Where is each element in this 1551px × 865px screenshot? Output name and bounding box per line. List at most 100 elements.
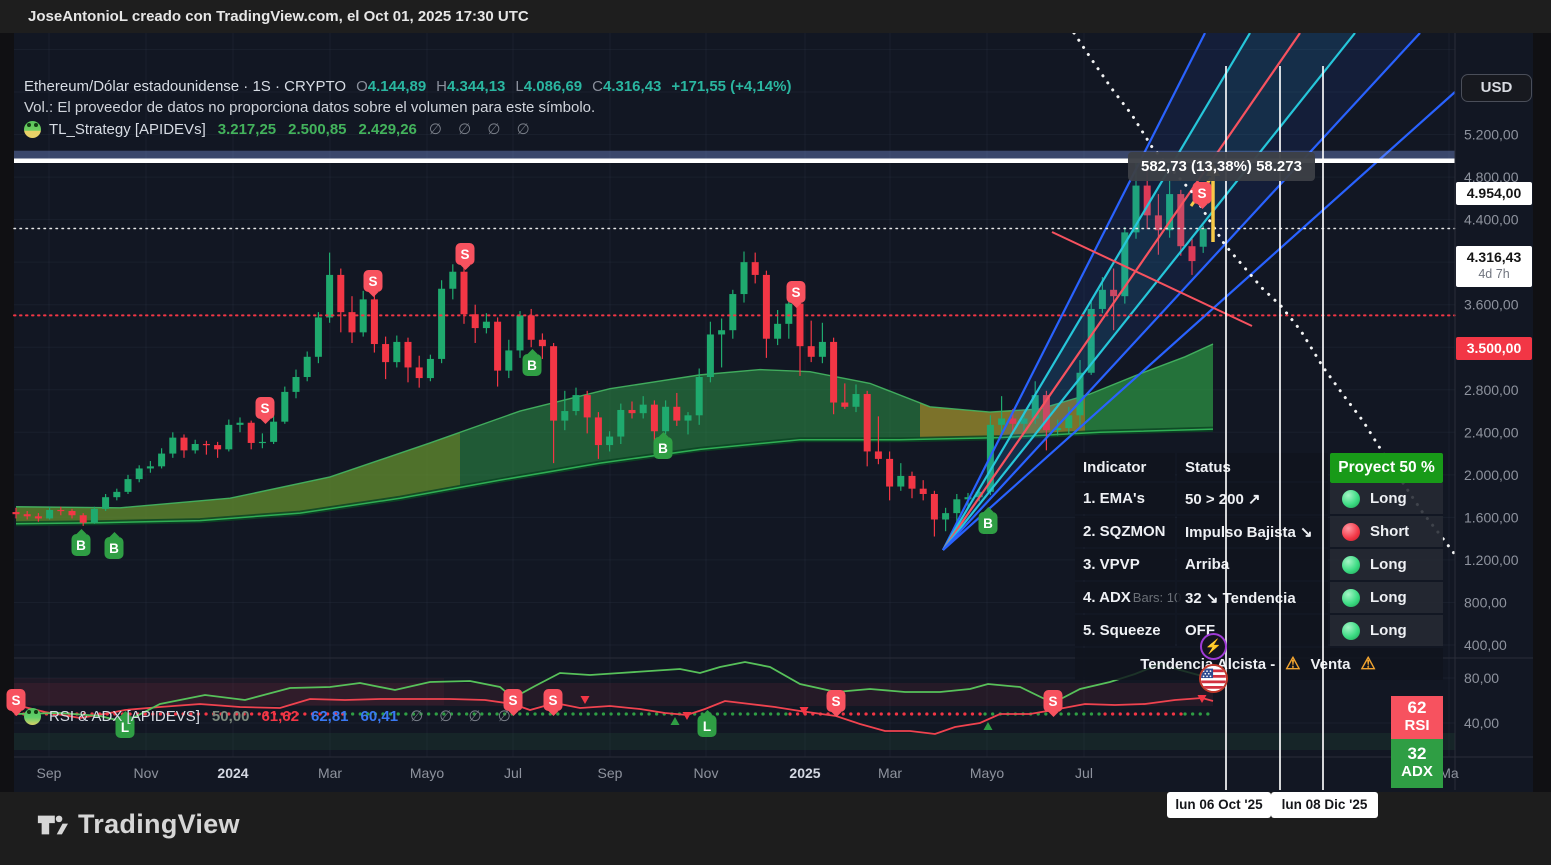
table-row-signal: Long — [1330, 582, 1443, 613]
symbol-title[interactable]: Ethereum/Dólar estadounidense · 1S · CRY… — [24, 78, 347, 95]
event-vline-nov[interactable] — [1279, 66, 1281, 790]
signal-marker-b: B — [522, 354, 542, 376]
attribution-text: JoseAntonioL creado con TradingView.com,… — [28, 8, 529, 25]
proyect-50-button[interactable]: Proyect 50 % — [1330, 453, 1443, 483]
rsi-indicator-name[interactable]: RSI & ADX [APIDEVS] — [49, 707, 200, 725]
table-row-status: 50 > 200 ↗ — [1177, 483, 1328, 514]
signal-marker-s: S — [786, 281, 806, 303]
svg-text:2025: 2025 — [789, 765, 820, 781]
table-row-signal: Long — [1330, 483, 1443, 514]
warning-icon: ⚠ — [1285, 654, 1301, 673]
svg-text:Nov: Nov — [694, 765, 719, 781]
rsi-value-4: 60,41 — [360, 707, 399, 725]
svg-text:Sep: Sep — [37, 765, 62, 781]
signal-marker-s: S — [455, 243, 475, 265]
frog-icon — [24, 707, 41, 725]
open-label: O — [356, 78, 368, 95]
rsi-signal-marker-l: L — [697, 715, 717, 737]
close-label: C — [592, 78, 603, 95]
svg-text:Jul: Jul — [504, 765, 522, 781]
adx-value-box: 32 ADX — [1391, 739, 1443, 788]
rsi-signal-marker-s: S — [543, 689, 563, 711]
svg-text:Nov: Nov — [134, 765, 159, 781]
signal-marker-s: S — [363, 270, 383, 292]
us-flag-graphic — [1201, 666, 1226, 691]
us-flag-icon[interactable] — [1199, 664, 1228, 693]
change-value: +171,55 (+4,14%) — [671, 78, 792, 95]
table-row-name: 1. EMA's — [1075, 483, 1175, 514]
svg-text:800,00: 800,00 — [1464, 594, 1507, 610]
table-row-signal: Short — [1330, 516, 1443, 547]
signal-marker-b: B — [104, 537, 124, 559]
current-price-label[interactable]: 4.316,43 4d 7h — [1456, 246, 1532, 287]
lightning-icon[interactable]: ⚡ — [1200, 633, 1227, 660]
signal-marker-s: S — [255, 397, 275, 419]
rsi-signal-marker-l: L — [115, 716, 135, 738]
signal-marker-b: B — [71, 534, 91, 556]
high-value: 4.344,13 — [447, 78, 506, 95]
svg-text:4.800,00: 4.800,00 — [1464, 169, 1519, 185]
table-footer: Tendencia Alcista - ⚠ Venta ⚠ — [1075, 648, 1443, 680]
strategy-value-3: 2.429,26 — [358, 120, 417, 138]
projection-tooltip: 582,73 (13,38%) 58.273 — [1128, 152, 1315, 181]
volume-note: Vol.: El proveedor de datos no proporcio… — [24, 99, 595, 116]
low-value: 4.086,69 — [523, 78, 583, 95]
close-value: 4.316,43 — [602, 78, 662, 95]
svg-text:4.400,00: 4.400,00 — [1464, 212, 1519, 228]
rsi-legend[interactable]: RSI & ADX [APIDEVS] 50,00 61,62 62,81 60… — [24, 707, 517, 725]
svg-text:Jul: Jul — [1075, 765, 1093, 781]
strategy-null-values: ∅ ∅ ∅ ∅ — [428, 121, 536, 138]
symbol-legend[interactable]: Ethereum/Dólar estadounidense · 1S · CRY… — [24, 78, 791, 95]
svg-text:2.800,00: 2.800,00 — [1464, 382, 1519, 398]
chart-window[interactable]: 5.600,005.200,004.800,004.400,004.000,00… — [0, 33, 1551, 818]
status-dot — [1342, 588, 1360, 607]
low-label: L — [515, 78, 524, 95]
table-row-name: 5. Squeeze — [1075, 615, 1175, 646]
strategy-value-1: 3.217,25 — [217, 120, 277, 138]
svg-text:1.600,00: 1.600,00 — [1464, 509, 1519, 525]
table-row-signal: Long — [1330, 549, 1443, 580]
svg-text:Mayo: Mayo — [970, 765, 1004, 781]
venta-label: Venta — [1310, 655, 1351, 673]
table-row-status: 32 ↘ Tendencia — [1177, 582, 1328, 613]
strategy-name[interactable]: TL_Strategy [APIDEVs] — [49, 120, 206, 138]
tradingview-brand[interactable]: TradingView — [36, 809, 240, 840]
strategy-legend[interactable]: TL_Strategy [APIDEVs] 3.217,25 2.500,85 … — [24, 120, 536, 138]
table-row-status: Arriba — [1177, 549, 1328, 580]
adx-box-label: ADX — [1401, 763, 1433, 780]
table-row-name: 3. VPVP — [1075, 549, 1175, 580]
adx-box-value: 32 — [1407, 744, 1427, 763]
status-dot — [1342, 522, 1360, 541]
table-row-status: Impulso Bajista ↘ — [1177, 516, 1328, 547]
event-vline-dec[interactable] — [1322, 66, 1324, 790]
table-row-name: 2. SQZMON — [1075, 516, 1175, 547]
svg-text:3.600,00: 3.600,00 — [1464, 297, 1519, 313]
rsi-value-2: 61,62 — [261, 707, 299, 725]
bars-countdown-note: Bars: 10 — [1132, 590, 1182, 605]
rsi-signal-marker-s: S — [503, 689, 523, 711]
svg-text:Mayo: Mayo — [410, 765, 444, 781]
signal-marker-b: B — [978, 512, 998, 534]
alert-price-label[interactable]: 4.954,00 — [1456, 182, 1532, 205]
event-vline-oct[interactable] — [1225, 66, 1227, 790]
svg-text:2.400,00: 2.400,00 — [1464, 424, 1519, 440]
table-row-status: OFF — [1177, 615, 1328, 646]
currency-button[interactable]: USD — [1461, 74, 1532, 102]
rsi-null-values: ∅ ∅ ∅ ∅ — [410, 708, 517, 725]
svg-text:1.200,00: 1.200,00 — [1464, 552, 1519, 568]
svg-text:400,00: 400,00 — [1464, 637, 1507, 653]
signal-marker-s: S — [1192, 182, 1212, 204]
current-price-value: 4.316,43 — [1466, 249, 1522, 265]
attribution-bar: JoseAntonioL creado con TradingView.com,… — [0, 0, 1551, 33]
strategy-value-2: 2.500,85 — [288, 120, 347, 138]
svg-text:5.200,00: 5.200,00 — [1464, 127, 1519, 143]
table-header-status: Status — [1177, 453, 1328, 481]
high-label: H — [436, 78, 448, 95]
table-header-indicator: Indicator — [1075, 453, 1175, 481]
svg-text:Mar: Mar — [878, 765, 902, 781]
stop-price-label[interactable]: 3.500,00 — [1456, 337, 1532, 360]
svg-text:80,00: 80,00 — [1464, 670, 1499, 686]
signal-marker-b: B — [653, 437, 673, 459]
svg-text:Ma: Ma — [1439, 765, 1459, 781]
